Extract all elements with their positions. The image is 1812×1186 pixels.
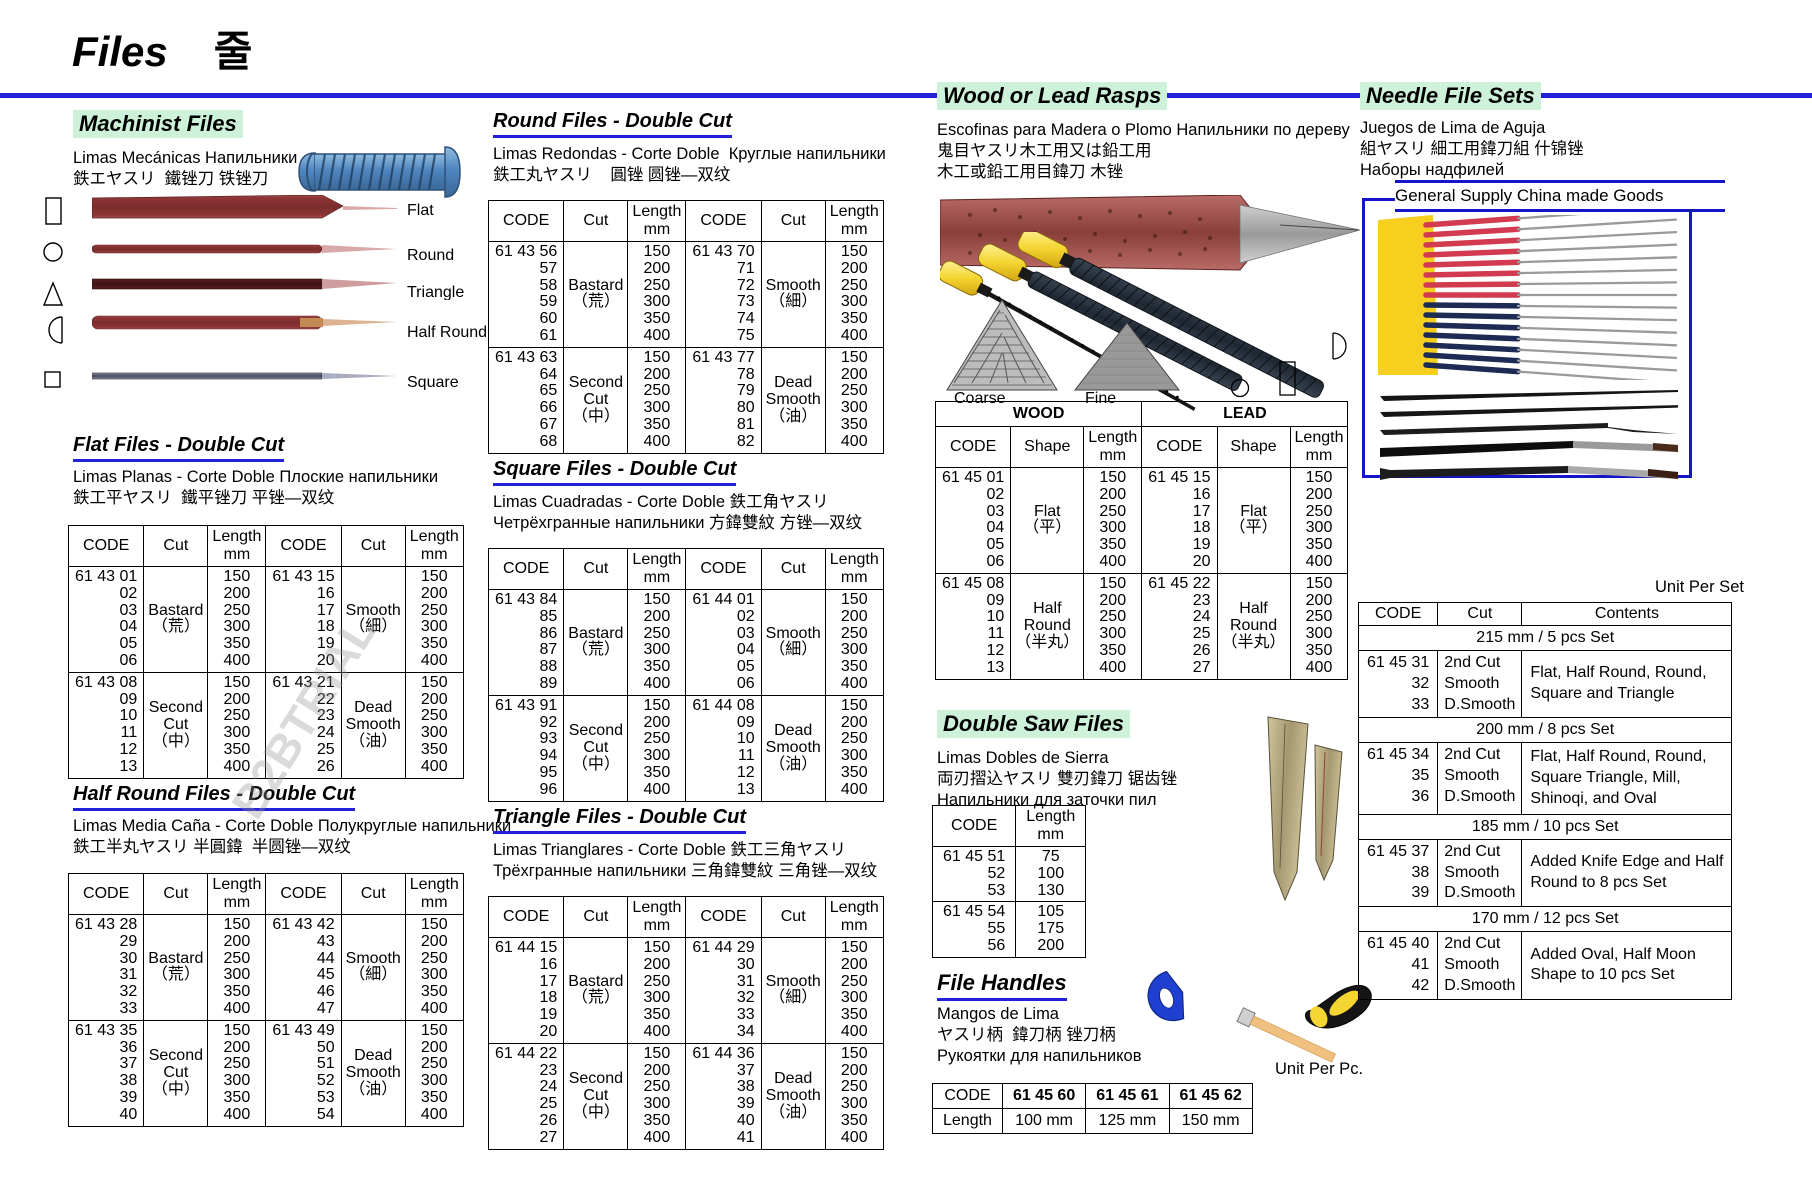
svg-text:Half Round: Half Round — [407, 324, 487, 340]
svg-text:Square: Square — [407, 374, 459, 390]
svg-text:Flat: Flat — [407, 202, 434, 219]
svg-text:Triangle: Triangle — [407, 284, 464, 300]
svg-text:Round: Round — [407, 247, 454, 263]
